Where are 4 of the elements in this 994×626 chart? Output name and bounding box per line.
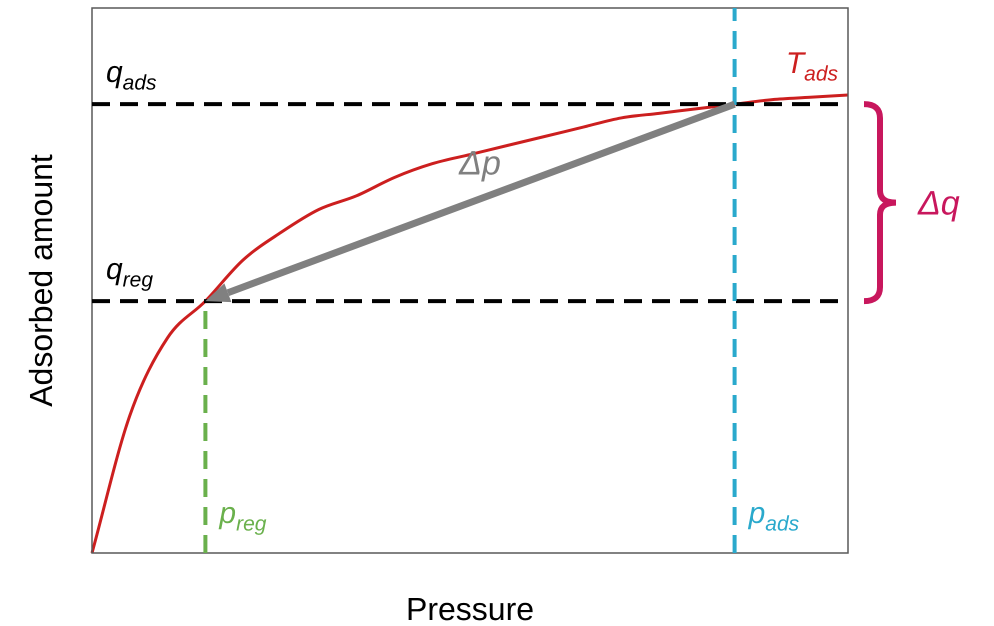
x-axis-title: Pressure [406, 591, 534, 626]
annotation: Δp [458, 144, 501, 183]
text: Δq [917, 184, 960, 223]
y-axis-title: Adsorbed amount [23, 154, 59, 407]
